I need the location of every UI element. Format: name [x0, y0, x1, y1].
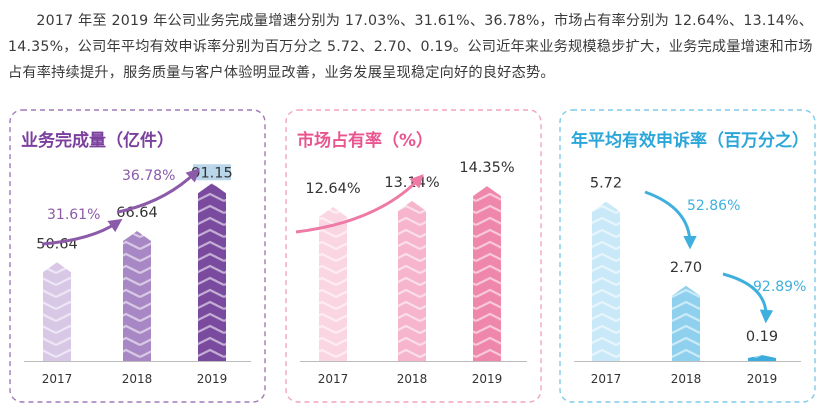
- x-tick-label: 2019: [472, 372, 503, 386]
- bar-2019: [198, 183, 226, 361]
- x-tick-label: 2019: [197, 372, 228, 386]
- x-tick-label: 2017: [42, 372, 73, 386]
- chart-title: 年平均有效申诉率（百万分之）: [571, 130, 809, 151]
- growth-label: 31.61%: [47, 207, 100, 223]
- x-tick-label: 2017: [591, 372, 622, 386]
- trend-arrow: [644, 190, 697, 250]
- data-label: 91.15: [191, 165, 233, 181]
- data-label: 14.35%: [459, 160, 514, 176]
- bar-2017: [319, 206, 347, 361]
- x-tick-label: 2019: [747, 372, 778, 386]
- chart-panel-1: 业务完成量（亿件）2017 2018 201950.6466.6491.1531.6…: [9, 109, 266, 403]
- growth-label: 36.78%: [122, 168, 175, 184]
- trend-arrow: [41, 218, 123, 246]
- data-label: 2.70: [670, 260, 702, 276]
- data-label: 5.72: [590, 176, 622, 192]
- growth-label: 92.89%: [753, 279, 806, 295]
- data-label-highlight: [193, 164, 231, 181]
- chart-panel-2: 市场占有率（%） 2017 2018 2019 12.64% 13.14% 14.35%: [285, 109, 542, 403]
- x-tick-label: 2018: [671, 372, 702, 386]
- chart-panel-3: 年平均有效申诉率（百万分之） 2017 2018 2019 5.72 2.70 0.19 52…: [559, 109, 816, 403]
- bar-2018: [123, 231, 151, 361]
- trend-arrow: [295, 174, 424, 234]
- bar-2019: [748, 355, 776, 361]
- bar-2019: [473, 186, 501, 361]
- x-tick-label: 2018: [397, 372, 428, 386]
- intro-paragraph: 2017 年至 2019 年公司业务完成量增速分别为 17.03%、31.61%…: [8, 13, 814, 81]
- panel-border: [559, 109, 816, 403]
- bar-2018: [672, 285, 700, 361]
- chart-title: 市场占有率（%）: [297, 130, 433, 151]
- bar-2017: [592, 201, 620, 361]
- growth-label: 52.86%: [687, 198, 740, 214]
- trend-arrow: [117, 168, 200, 214]
- data-label: 13.14%: [384, 175, 439, 191]
- bar-2017: [43, 262, 71, 361]
- x-tick-label: 2018: [122, 372, 153, 386]
- bar-2018: [398, 200, 426, 361]
- data-label: 0.19: [746, 329, 778, 345]
- x-tick-label: 2017: [318, 372, 349, 386]
- trend-arrow: [722, 272, 774, 324]
- chart-title: 业务完成量（亿件）: [21, 130, 174, 151]
- data-label: 12.64%: [305, 181, 360, 197]
